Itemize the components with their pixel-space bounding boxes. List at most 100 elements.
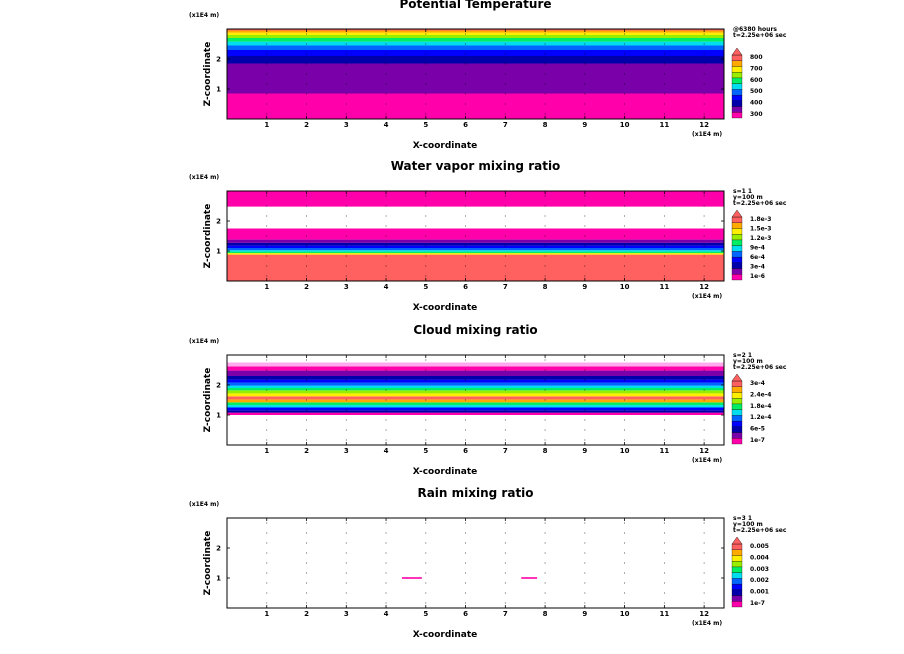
grid-dot [465, 522, 466, 524]
grid-dot [266, 419, 268, 421]
grid-dot [703, 389, 705, 391]
x-axis-label: X-coordinate [413, 141, 478, 151]
grid-dot [624, 399, 625, 401]
colorbar-swatch [731, 106, 743, 113]
grid-dot [584, 113, 586, 115]
grid-dot [624, 602, 625, 604]
contour-band [227, 228, 724, 240]
grid-dot [345, 113, 347, 115]
grid-dot [624, 195, 625, 197]
y-axis-label: Z-coordinate [203, 204, 213, 269]
grid-dot [385, 63, 387, 65]
grid-dot [465, 103, 466, 105]
grid-dot [663, 532, 665, 534]
grid-dot [385, 592, 387, 594]
grid-dot [465, 33, 466, 35]
contour-band [227, 56, 724, 64]
grid-dot [703, 245, 705, 247]
x-tick-label: 8 [543, 283, 548, 291]
grid-dot [425, 389, 427, 391]
grid-dot [425, 43, 427, 45]
grid-dot [663, 602, 665, 604]
contour-band [227, 410, 724, 413]
x-tick-label: 6 [463, 121, 468, 129]
y-tick-label: 1 [216, 575, 221, 583]
grid-dot [345, 522, 347, 524]
grid-dot [385, 235, 387, 237]
grid-dot [425, 215, 427, 217]
grid-dot [544, 582, 546, 584]
x-tick-label: 11 [659, 121, 669, 129]
grid-dot [663, 103, 665, 105]
colorbar-swatch [731, 112, 743, 119]
grid-dot [544, 245, 546, 247]
colorbar-swatch [731, 262, 743, 269]
x-tick-label: 9 [582, 610, 587, 618]
grid-dot [385, 93, 387, 95]
grid-dot [385, 389, 387, 391]
grid-dot [345, 592, 347, 594]
grid-dot [703, 235, 705, 237]
grid-dot [306, 419, 307, 421]
grid-dot [624, 532, 625, 534]
colorbar-arrow [731, 209, 743, 218]
grid-dot [544, 255, 546, 257]
grid-dot [345, 542, 347, 544]
grid-dot [266, 205, 268, 207]
grid-dot [504, 602, 506, 604]
grid-dot [266, 562, 268, 564]
grid-dot [425, 113, 427, 115]
grid-dot [584, 369, 586, 371]
x-tick-label: 7 [503, 121, 508, 129]
grid-dot [703, 93, 705, 95]
grid-dot [465, 245, 466, 247]
colorbar-label: 3e-4 [750, 380, 765, 387]
grid-dot [544, 33, 546, 35]
x-axis-label: X-coordinate [413, 467, 478, 477]
grid-dot [584, 582, 586, 584]
x-tick-label: 7 [503, 283, 508, 291]
x-tick-label: 11 [659, 610, 669, 618]
grid-dot [584, 33, 586, 35]
grid-dot [584, 225, 586, 227]
grid-dot [266, 33, 268, 35]
plot-frame [226, 28, 725, 120]
grid-dot [425, 602, 427, 604]
grid-dot [306, 73, 307, 75]
grid-dot [703, 33, 705, 35]
grid-dot [624, 409, 625, 411]
colorbar-label: 1.2e-3 [750, 235, 771, 242]
grid-dot [266, 592, 268, 594]
contour-band [227, 191, 724, 207]
colorbar-swatch [731, 595, 743, 602]
x-tick-label: 1 [264, 447, 269, 455]
grid-dot [266, 73, 268, 75]
colorbar-swatch [731, 94, 743, 101]
grid-dot [584, 389, 586, 391]
grid-dot [425, 419, 427, 421]
grid-dot [345, 255, 347, 257]
grid-dot [306, 245, 307, 247]
contour-band [227, 399, 724, 403]
colorbar-swatch [731, 216, 743, 223]
x-tick-label: 8 [543, 447, 548, 455]
colorbar-arrow [731, 536, 743, 545]
grid-dot [624, 93, 625, 95]
grid-dot [465, 389, 466, 391]
colorbar-swatch [731, 66, 743, 73]
contour-band [227, 245, 724, 248]
grid-dot [306, 53, 307, 55]
grid-dot [425, 205, 427, 207]
colorbar-label: 3e-4 [750, 264, 765, 271]
plot-frame [226, 517, 725, 609]
grid-dot [385, 113, 387, 115]
grid-dot [624, 63, 625, 65]
grid-dot [425, 399, 427, 401]
grid-dot [385, 602, 387, 604]
grid-dot [584, 43, 586, 45]
grid-dot [345, 225, 347, 227]
grid-dot [663, 63, 665, 65]
contour-band [227, 402, 724, 406]
grid-dot [584, 215, 586, 217]
contour-band [227, 385, 724, 388]
